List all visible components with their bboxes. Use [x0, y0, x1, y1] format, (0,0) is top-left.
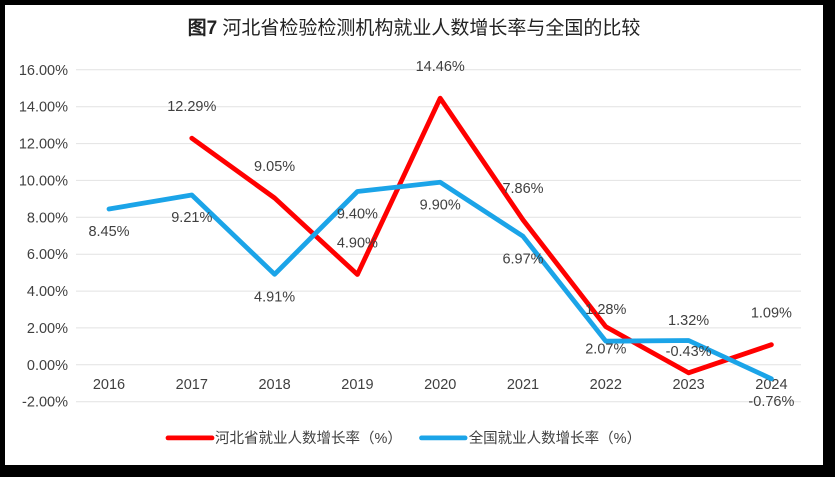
- svg-text:2.07%: 2.07%: [585, 342, 626, 358]
- svg-text:4.00%: 4.00%: [27, 284, 68, 300]
- svg-text:4.90%: 4.90%: [337, 236, 378, 252]
- svg-text:12.00%: 12.00%: [19, 137, 68, 153]
- svg-text:14.00%: 14.00%: [19, 100, 68, 116]
- svg-text:-0.43%: -0.43%: [666, 344, 712, 360]
- svg-text:2019: 2019: [341, 377, 373, 393]
- svg-text:9.21%: 9.21%: [171, 210, 212, 226]
- svg-text:2018: 2018: [258, 377, 290, 393]
- svg-text:16.00%: 16.00%: [19, 63, 68, 79]
- svg-text:4.91%: 4.91%: [254, 289, 295, 305]
- svg-text:10.00%: 10.00%: [19, 173, 68, 189]
- svg-text:2023: 2023: [672, 377, 704, 393]
- svg-text:1.09%: 1.09%: [751, 306, 792, 322]
- svg-text:2022: 2022: [590, 377, 622, 393]
- svg-text:7.86%: 7.86%: [502, 181, 543, 197]
- svg-text:-2.00%: -2.00%: [22, 395, 68, 411]
- svg-text:9.40%: 9.40%: [337, 207, 378, 223]
- svg-text:-0.76%: -0.76%: [748, 394, 794, 410]
- svg-text:2.00%: 2.00%: [27, 321, 68, 337]
- svg-text:2017: 2017: [176, 377, 208, 393]
- svg-text:0.00%: 0.00%: [27, 358, 68, 374]
- svg-text:8.00%: 8.00%: [27, 210, 68, 226]
- svg-text:全国就业人数增长率（%）: 全国就业人数增长率（%）: [469, 429, 641, 447]
- svg-text:6.97%: 6.97%: [502, 251, 543, 267]
- svg-text:9.05%: 9.05%: [254, 159, 295, 175]
- svg-text:河北省就业人数增长率（%）: 河北省就业人数增长率（%）: [215, 430, 402, 447]
- svg-text:6.00%: 6.00%: [27, 247, 68, 263]
- svg-text:1.28%: 1.28%: [585, 302, 626, 318]
- svg-text:2020: 2020: [424, 377, 456, 393]
- svg-text:8.45%: 8.45%: [88, 224, 129, 240]
- svg-text:2016: 2016: [93, 377, 125, 393]
- svg-text:9.90%: 9.90%: [420, 197, 461, 213]
- svg-text:2021: 2021: [507, 377, 539, 393]
- svg-text:14.46%: 14.46%: [416, 59, 465, 75]
- svg-text:12.29%: 12.29%: [167, 99, 216, 115]
- svg-text:1.32%: 1.32%: [668, 313, 709, 329]
